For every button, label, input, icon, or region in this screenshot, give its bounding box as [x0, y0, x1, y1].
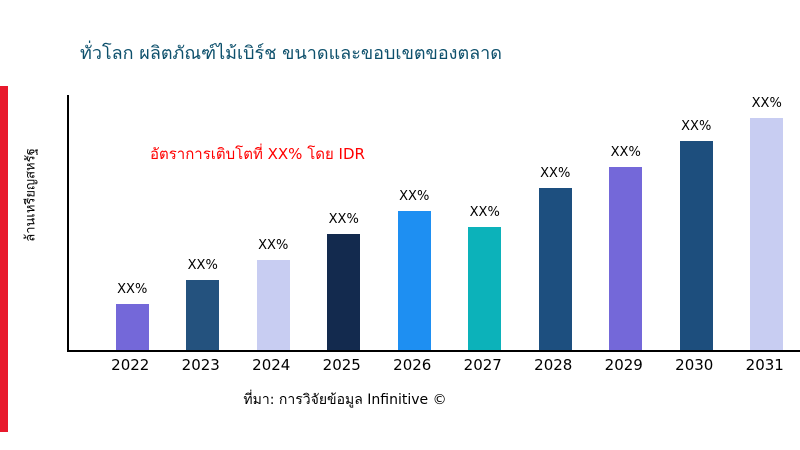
bar-2030 — [679, 141, 713, 350]
bar-column-2025: XX% — [309, 95, 380, 350]
bar-column-2028: XX% — [520, 95, 591, 350]
page-title: ทั่วโลก ผลิตภัณฑ์ไม้เบิร์ช ขนาดและขอบเขต… — [80, 43, 502, 64]
bar-2029 — [609, 167, 643, 350]
x-tick-2031: 2031 — [745, 356, 784, 374]
bar-value-label: XX% — [751, 96, 782, 111]
bar-column-2023: XX% — [168, 95, 239, 350]
growth-annotation: อัตราการเติบโตที่ XX% โดย IDR — [150, 145, 365, 163]
bar-2023 — [186, 280, 220, 350]
bar-column-2022: XX% — [97, 95, 168, 350]
x-tick-2024: 2024 — [252, 356, 291, 374]
bar-2024 — [256, 260, 290, 350]
bar-2025 — [327, 234, 361, 350]
bar-column-2024: XX% — [238, 95, 309, 350]
x-tick-2028: 2028 — [534, 356, 573, 374]
bar-value-label: XX% — [187, 258, 218, 273]
bar-2031 — [750, 118, 784, 350]
bar-column-2029: XX% — [591, 95, 662, 350]
x-tick-2027: 2027 — [463, 356, 502, 374]
x-tick-2029: 2029 — [604, 356, 643, 374]
bar-value-label: XX% — [399, 189, 430, 204]
bar-value-label: XX% — [117, 282, 148, 297]
bar-column-2031: XX% — [732, 95, 800, 350]
bar-value-label: XX% — [328, 212, 359, 227]
x-tick-2022: 2022 — [111, 356, 150, 374]
x-tick-2023: 2023 — [181, 356, 220, 374]
bar-column-2030: XX% — [661, 95, 732, 350]
x-tick-2025: 2025 — [322, 356, 361, 374]
bar-column-2027: XX% — [450, 95, 521, 350]
left-accent-bar — [0, 86, 8, 432]
x-axis-labels: 2022 2023 2024 2025 2026 2027 2028 2029 2030 2031 — [67, 356, 800, 374]
source-caption: ที่มา: การวิจัยข้อมูล Infinitive © — [243, 392, 447, 408]
bar-column-2026: XX% — [379, 95, 450, 350]
x-tick-2030: 2030 — [675, 356, 714, 374]
bar-2026 — [397, 211, 431, 350]
y-axis-label: ล้านเหรียญสหรัฐ — [23, 148, 39, 242]
bar-value-label: XX% — [610, 145, 641, 160]
bar-2027 — [468, 227, 502, 350]
bar-value-label: XX% — [469, 205, 500, 220]
bar-2022 — [115, 304, 149, 350]
bar-2028 — [538, 188, 572, 350]
plot-area: XX% XX% XX% XX% XX% XX% XX% XX% XX% XX% — [67, 95, 800, 352]
x-tick-2026: 2026 — [393, 356, 432, 374]
bar-value-label: XX% — [258, 238, 289, 253]
bar-value-label: XX% — [681, 119, 712, 134]
bar-value-label: XX% — [540, 166, 571, 181]
